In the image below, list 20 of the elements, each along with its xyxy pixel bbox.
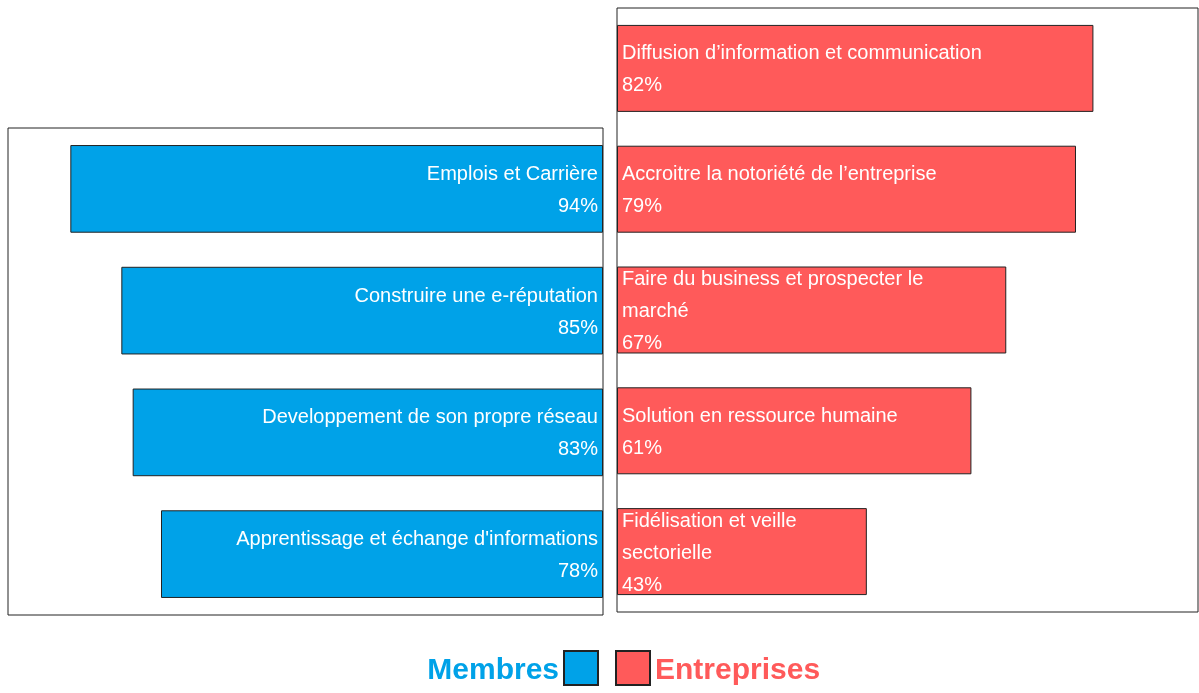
category-label: Fidélisation et veille sectorielle — [622, 508, 797, 563]
data-label: 67% — [622, 331, 663, 353]
category-label: Solution en ressource humaine — [622, 403, 898, 426]
data-label: 61% — [622, 435, 663, 458]
data-label: 79% — [622, 194, 663, 217]
data-label: 83% — [557, 437, 599, 460]
data-label: 43% — [622, 572, 663, 595]
category-label: Diffusion d’information et communication — [622, 41, 982, 64]
legend-label: Entreprises — [655, 651, 821, 685]
data-label: 82% — [622, 73, 663, 96]
data-label: 94% — [557, 193, 599, 216]
category-label: Faire du business et prospecter le marché — [622, 267, 924, 321]
category-label: Accroitre la notoriété de l’entreprise — [622, 162, 937, 185]
data-label: 78% — [557, 559, 599, 582]
category-label: Apprentissage et échange d'informations — [236, 527, 598, 550]
category-label: Developpement de son propre réseau — [262, 405, 598, 428]
data-label: 85% — [557, 315, 599, 338]
category-label: Emplois et Carrière — [426, 161, 598, 184]
category-label: Construire une e-réputation — [354, 283, 598, 306]
legend-label: Membres — [427, 651, 559, 685]
